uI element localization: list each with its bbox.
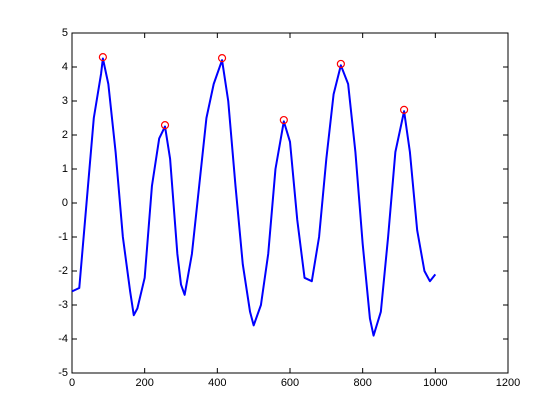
y-tick-label: 3 [62,95,68,107]
peak-marker [217,54,227,63]
x-tick-label: 1000 [423,377,447,389]
y-tick-label: -2 [58,265,68,277]
plot-area [71,32,509,374]
x-tick-label: 0 [69,377,75,389]
x-tick-label: 200 [135,377,153,389]
y-tick-label: 2 [62,129,68,141]
peak-marker [160,121,170,130]
peak-marker [399,105,409,114]
y-tick-label: 4 [62,61,68,73]
x-tick-label: 1200 [496,377,520,389]
y-tick-label: -1 [58,231,68,243]
y-tick-label: -4 [58,333,68,345]
y-tick-label: 1 [62,163,68,175]
x-tick-label: 800 [353,377,371,389]
peak-marker [279,115,288,125]
y-tick-label: -3 [58,299,68,311]
peak-marker [336,59,345,69]
data-line [71,57,437,337]
x-tick-label: 400 [208,377,226,389]
y-tick-label: -5 [58,367,68,379]
x-tick-label: 600 [281,377,299,389]
peak-marker [98,53,107,62]
y-tick-label: 5 [62,27,68,39]
y-tick-label: 0 [62,197,68,209]
